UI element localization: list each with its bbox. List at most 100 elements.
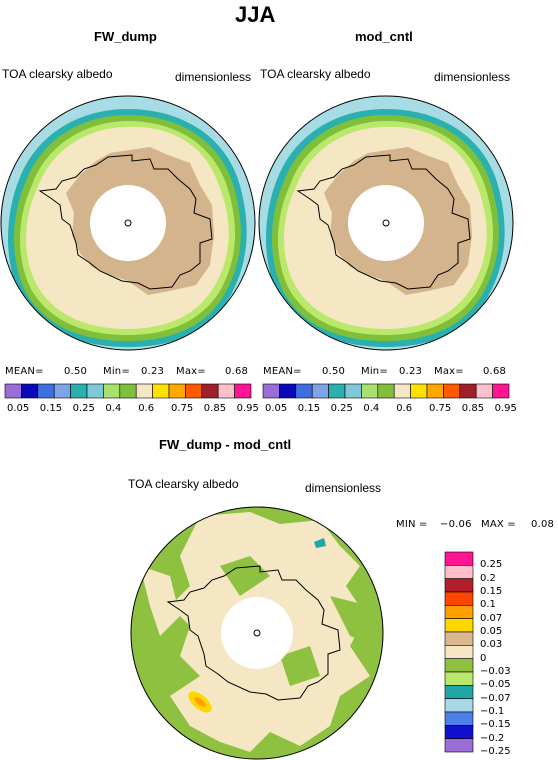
colorbar-mod-cntl-swatch: [328, 383, 346, 399]
colorbar-fw-dump-tick-label: 0.85: [203, 403, 227, 414]
colorbar-mod-cntl-swatch: [262, 383, 280, 399]
panel1-variable-label: TOA clearsky albedo: [2, 67, 113, 81]
colorbar-difference-tick-label: 0.05: [480, 626, 503, 637]
colorbar-difference-tick-label: 0.1: [480, 599, 496, 611]
colorbar-fw-dump-tick-label: 0.95: [236, 403, 259, 414]
colorbar-mod-cntl-tick-label: 0.4: [363, 403, 380, 414]
colorbar-difference-tick-label: 0.25: [480, 559, 503, 571]
colorbar-fw-dump-swatch: [234, 383, 252, 399]
colorbar-difference-swatch: [444, 645, 474, 659]
colorbar-mod-cntl-tick-label: 0.15: [297, 403, 321, 414]
panel2-mean-value: 0.50: [322, 366, 346, 377]
colorbar-fw-dump-swatch: [201, 383, 219, 399]
panel1-min-label: Min=: [103, 366, 130, 377]
colorbar-mod-cntl-swatch: [426, 383, 444, 399]
colorbar-mod-cntl-swatch: [311, 383, 329, 399]
panel2-mean-label: MEAN=: [263, 366, 302, 377]
coastline: [38, 154, 213, 290]
colorbar-fw-dump-swatch: [21, 383, 39, 399]
colorbar-mod-cntl-tick-label: 0.05: [265, 403, 288, 414]
colorbar-difference-tick-label: 0.07: [480, 612, 503, 624]
colorbar-difference-swatch: [444, 725, 474, 739]
panel2-units-label: dimensionless: [434, 70, 511, 84]
colorbar-difference-swatch: [444, 658, 474, 673]
colorbar-fw-dump-swatch: [53, 383, 71, 399]
colorbar-difference-swatch: [444, 618, 474, 633]
panel1-mean-value: 0.50: [64, 366, 88, 377]
colorbar-difference-swatch: [444, 605, 474, 619]
colorbar-difference-tick-label: −0.2: [480, 732, 505, 744]
colorbar-fw-dump-tick-label: 0.05: [7, 403, 30, 414]
colorbar-fw-dump-swatch: [103, 383, 121, 399]
colorbar-mod-cntl-swatch: [492, 383, 510, 399]
colorbar-fw-dump-tick-label: 0.6: [138, 403, 155, 414]
colorbar-mod-cntl-tick-label: 0.75: [429, 403, 452, 414]
colorbar-mod-cntl-tick-label: 0.25: [330, 403, 353, 414]
colorbar-fw-dump-swatch: [4, 383, 22, 399]
colorbar-mod-cntl-swatch: [475, 383, 493, 399]
colorbar-fw-dump-swatch: [135, 383, 153, 399]
colorbar-fw-dump-swatch: [70, 383, 88, 399]
colorbar-difference-tick-label: 0.03: [480, 639, 503, 651]
polar-map-difference: [130, 506, 384, 760]
colorbar-mod-cntl-swatch: [279, 383, 297, 399]
panel2-min-value: 0.23: [399, 366, 423, 377]
colorbar-mod-cntl-swatch: [459, 383, 477, 399]
colorbar-difference-tick-label: −0.1: [480, 706, 505, 717]
panel3-title: FW_dump - mod_cntl: [159, 437, 292, 452]
figure-title: JJA: [235, 2, 276, 27]
panel1-max-value: 0.68: [225, 366, 249, 377]
polar-map-mod-cntl: [258, 95, 514, 351]
colorbar-mod-cntl-swatch: [443, 383, 461, 399]
colorbar-mod-cntl-swatch: [344, 383, 362, 399]
colorbar-fw-dump-swatch: [86, 383, 104, 399]
panel2-title: mod_cntl: [355, 29, 413, 44]
panel3-min-label: MIN =: [396, 519, 428, 530]
colorbar-mod-cntl-tick-label: 0.85: [461, 403, 485, 414]
colorbar-fw-dump-swatch: [185, 383, 203, 399]
panel1-units-label: dimensionless: [175, 70, 252, 84]
colorbar-difference: [444, 551, 474, 753]
colorbar-difference-swatch: [444, 591, 474, 606]
colorbar-difference-swatch: [444, 671, 474, 686]
colorbar-mod-cntl-swatch: [295, 383, 313, 399]
colorbar-fw-dump-swatch: [152, 383, 170, 399]
colorbar-difference-tick-label: 0.2: [480, 572, 496, 584]
colorbar-mod-cntl-swatch: [393, 383, 411, 399]
colorbar-difference-tick-label: −0.15: [480, 719, 511, 731]
colorbar-fw-dump-tick-label: 0.25: [72, 403, 95, 414]
panel1-max-label: Max=: [176, 366, 206, 377]
colorbar-difference-tick-label: −0.07: [480, 692, 511, 704]
colorbar-difference-swatch: [444, 711, 474, 726]
panel1-title: FW_dump: [94, 29, 157, 44]
panel3-units-label: dimensionless: [305, 481, 382, 495]
colorbar-mod-cntl-swatch: [361, 383, 379, 399]
colorbar-mod-cntl-tick-label: 0.6: [396, 403, 413, 414]
panel1-min-value: 0.23: [141, 366, 165, 377]
panel2-variable-label: TOA clearsky albedo: [260, 67, 371, 81]
colorbar-difference-swatch: [444, 685, 474, 699]
panel2-max-value: 0.68: [483, 366, 507, 377]
polar-map-fw-dump: [0, 95, 256, 351]
colorbar-fw-dump: [4, 383, 252, 399]
panel3-max-label: MAX =: [481, 519, 516, 530]
colorbar-mod-cntl-swatch: [410, 383, 428, 399]
colorbar-fw-dump-tick-label: 0.15: [39, 403, 63, 414]
colorbar-difference-swatch: [444, 578, 474, 593]
panel2-min-label: Min=: [361, 366, 388, 377]
colorbar-difference-swatch: [444, 698, 474, 713]
panel1-mean-label: MEAN=: [5, 366, 44, 377]
panel3-min-value: −0.06: [440, 519, 472, 530]
colorbar-difference-tick-label: −0.05: [480, 679, 511, 691]
colorbar-mod-cntl-tick-label: 0.95: [494, 403, 517, 414]
colorbar-mod-cntl: [262, 383, 510, 399]
colorbar-difference-swatch: [444, 565, 474, 579]
colorbar-fw-dump-swatch: [217, 383, 235, 399]
colorbar-difference-swatch: [444, 738, 474, 753]
colorbar-difference-tick-label: −0.03: [480, 666, 511, 677]
colorbar-difference-tick-label: −0.25: [480, 746, 511, 757]
colorbar-difference-swatch: [444, 631, 474, 646]
colorbar-difference-tick-label: 0.15: [480, 586, 503, 597]
colorbar-difference-tick-label: 0: [480, 652, 487, 664]
panel3-max-value: 0.08: [531, 519, 555, 530]
